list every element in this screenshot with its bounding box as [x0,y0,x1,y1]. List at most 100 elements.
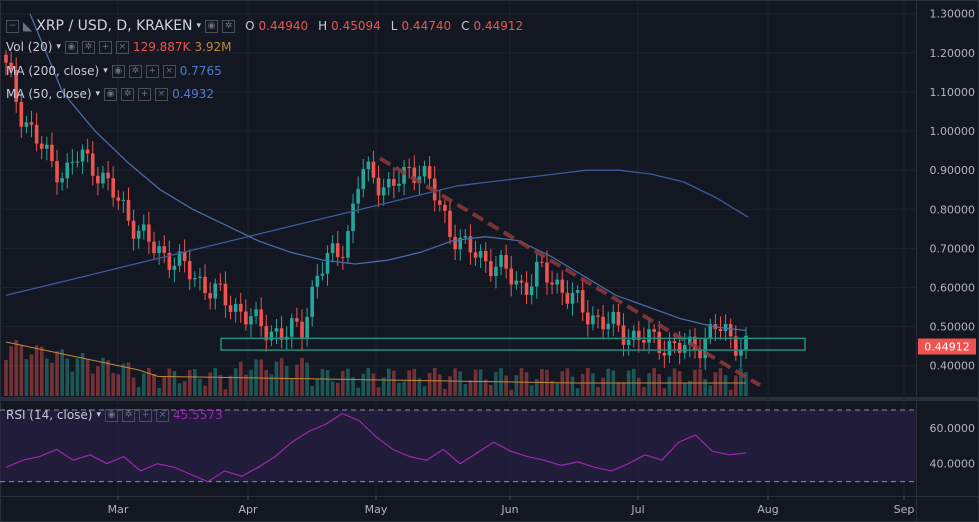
price-tick-label: 0.50000 [930,321,976,334]
open-label: O [245,19,255,33]
volume-bar [631,368,636,396]
close-icon[interactable]: × [162,64,176,78]
symbol-title[interactable]: XRP / USD, D, KRAKEN [36,18,193,34]
candle-body [147,224,151,242]
eye-icon[interactable]: ◉ [111,64,125,78]
volume-bar [397,382,401,396]
candle-body [157,246,161,254]
time-tick-label: Apr [238,503,258,516]
chevron-down-icon[interactable]: ▾ [103,66,108,76]
chevron-down-icon[interactable]: ▾ [196,21,202,31]
candle-body [141,224,146,231]
close-icon[interactable]: × [156,408,170,422]
candle-body [50,144,54,162]
volume-bar [483,379,488,396]
candle-body [652,329,656,332]
candle-body [126,199,131,221]
close-icon[interactable]: × [155,87,169,101]
eye-icon[interactable]: ◉ [64,40,78,54]
chevron-down-icon[interactable]: ▾ [96,410,102,420]
candle-body [213,283,218,299]
time-tick-label: Mar [108,503,129,516]
candle-body [580,290,585,313]
volume-bar [570,376,575,396]
candle-body [657,331,662,353]
volume-bar [85,358,90,396]
volume-bar [4,360,8,396]
eye-icon[interactable]: ◉ [104,87,118,101]
candle-body [274,328,279,332]
candle-body [677,342,682,353]
candle-body [489,261,493,277]
add-icon[interactable]: + [139,408,153,422]
candle-body [443,204,447,211]
volume-bar [708,385,713,396]
candle-body [335,243,340,257]
gear-icon[interactable]: ✲ [81,40,95,54]
eye-icon[interactable]: ◉ [105,408,119,422]
volume-bar [182,381,187,396]
volume-bar [264,370,269,396]
volume-bar [111,372,115,396]
candle-body [392,178,396,186]
volume-bar [637,377,641,396]
candle-body [96,175,100,184]
close-value: 0.44912 [473,19,524,33]
volume-bar [131,377,136,396]
ma50-label[interactable]: MA (50, close) [6,87,92,101]
eye-icon[interactable]: ◉ [205,19,219,33]
volume-bar [565,368,570,396]
gear-icon[interactable]: ✲ [128,64,142,78]
volume-bar [126,362,131,396]
candle-body [606,323,611,330]
chevron-down-icon[interactable]: ▾ [95,89,101,99]
gear-icon[interactable]: ✲ [121,87,135,101]
volume-bar [432,368,437,396]
volume-label[interactable]: Vol (20) [6,40,53,54]
ma50-line [29,13,747,332]
candle-body [478,250,483,258]
candle-body [228,305,233,312]
candle-body [249,316,253,325]
candle-body [346,231,350,258]
candle-body [473,252,478,258]
candle-body [356,188,360,204]
pane-separator [0,397,979,401]
candle-body [412,167,417,183]
volume-bar [662,388,667,396]
candle-body [305,316,309,338]
add-icon[interactable]: + [138,87,152,101]
candle-body [570,292,575,304]
volume-bar [728,389,733,396]
price-tick-label: 0.40000 [930,360,976,373]
candle-body [60,178,64,183]
rsi-label[interactable]: RSI (14, close) [6,408,93,422]
gear-icon[interactable]: ✲ [122,408,136,422]
collapse-icon[interactable]: − [6,19,19,33]
volume-bar [453,368,457,396]
close-icon[interactable]: × [115,40,129,54]
low-label: L [390,19,398,33]
volume-bar [713,372,718,396]
add-icon[interactable]: + [98,40,112,54]
volume-bar [677,371,682,396]
volume-bar [284,365,289,396]
add-icon[interactable]: + [145,64,159,78]
candle-body [70,161,75,163]
ma200-label[interactable]: MA (200, close) [6,64,100,78]
ma200-line [5,169,749,296]
time-tick-label: May [365,503,388,516]
candle-body [198,276,202,278]
candle-body [279,328,284,340]
chevron-down-icon[interactable]: ▾ [56,42,61,52]
volume-bar [177,383,182,396]
volume-bar [657,374,662,396]
candle-body [453,236,457,250]
candle-body [509,268,514,285]
volume-bar [392,370,396,396]
candle-body [376,177,381,196]
gear-icon[interactable]: ✲ [222,19,236,33]
close-label: C [461,19,470,33]
candle-body [75,161,80,163]
